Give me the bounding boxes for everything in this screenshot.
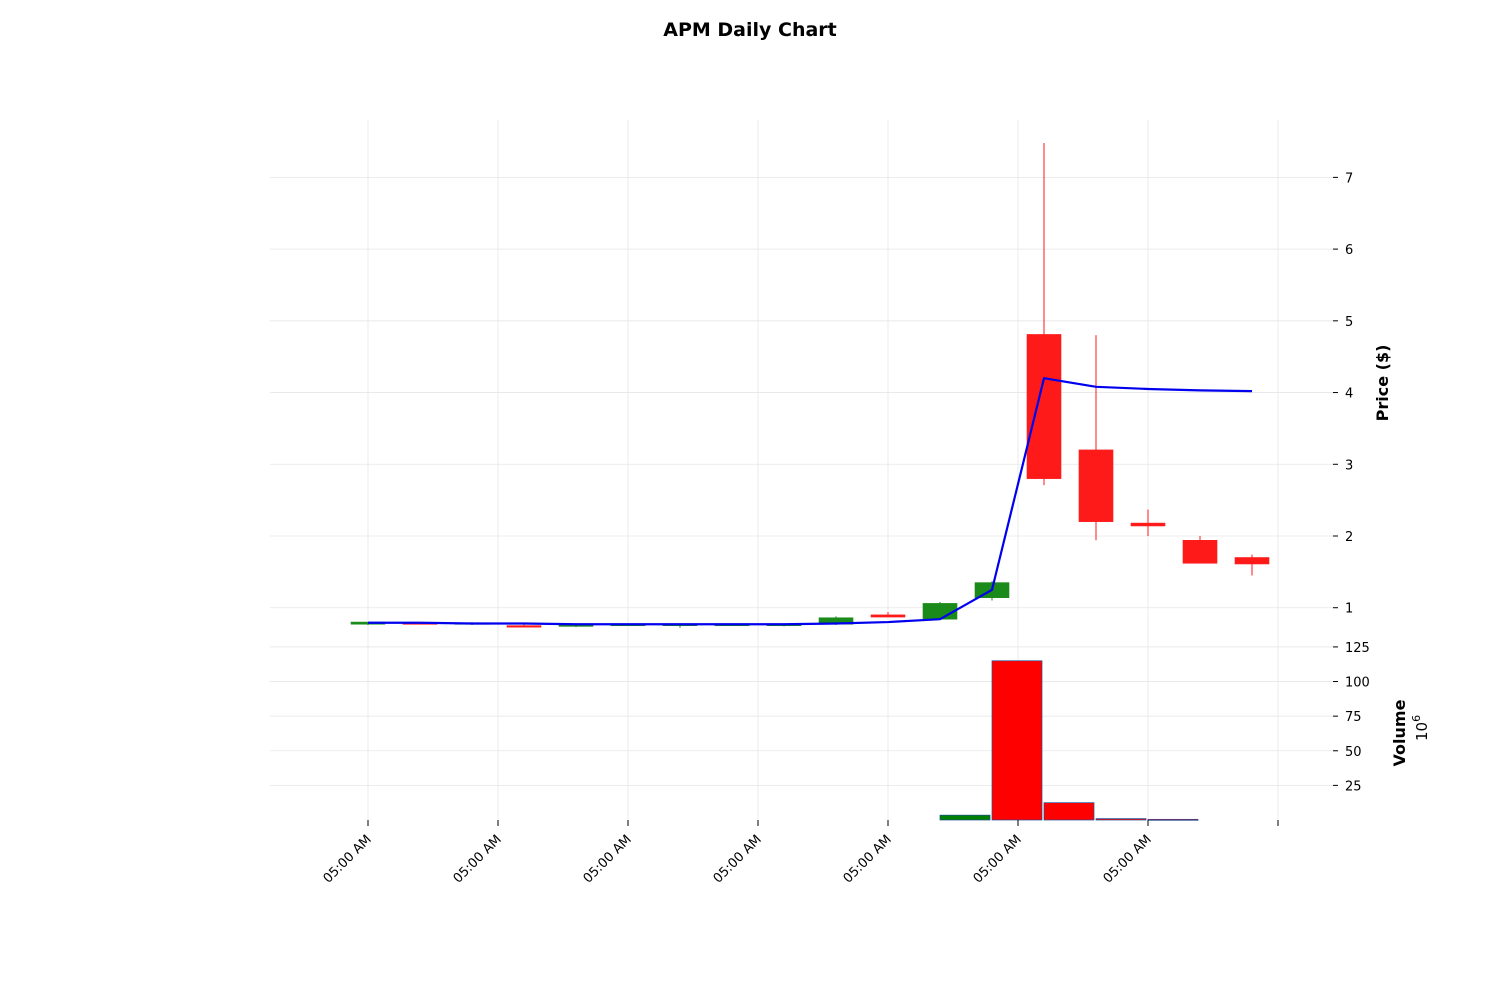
volume-axis-title: Volume <box>1390 699 1409 766</box>
x-tick-label: 05:00 AM <box>971 832 1025 886</box>
svg-text:106: 106 <box>1410 715 1431 741</box>
volume-bar <box>1095 818 1147 821</box>
price-axis: 1 2 3 4 5 6 7 <box>1333 171 1353 617</box>
price-tick-label: 7 <box>1345 171 1353 186</box>
volume-tick-label: 50 <box>1345 745 1362 760</box>
price-gridlines <box>270 176 1333 609</box>
x-tick-label: 05:00 AM <box>581 832 635 886</box>
volume-gridlines <box>270 646 1333 786</box>
candle-body-down <box>1130 522 1166 527</box>
volume-tick-label: 125 <box>1345 641 1370 656</box>
candle-body-down <box>506 625 542 628</box>
x-tick-label: 05:00 AM <box>1101 832 1155 886</box>
volume-bars-layer <box>939 660 1199 821</box>
x-gridlines <box>367 120 1279 820</box>
x-axis: 05:00 AM 05:00 AM 05:00 AM 05:00 AM 05:00 AM… <box>321 820 1279 886</box>
candle-body-down <box>1182 540 1218 564</box>
price-tick-label: 6 <box>1345 243 1353 258</box>
price-tick-label: 3 <box>1345 458 1353 473</box>
volume-tick-label: 100 <box>1345 676 1370 691</box>
candle-body-down <box>870 614 906 618</box>
price-tick-label: 2 <box>1345 530 1353 545</box>
x-tick-label: 05:00 AM <box>321 832 375 886</box>
x-tick-label: 05:00 AM <box>711 832 765 886</box>
x-tick-label: 05:00 AM <box>451 832 505 886</box>
volume-multiplier-base: 10 <box>1413 722 1431 741</box>
volume-bar <box>1043 802 1095 821</box>
volume-axis: 25 50 75 100 125 <box>1333 641 1370 794</box>
volume-multiplier-exponent: 6 <box>1410 715 1423 722</box>
volume-tick-label: 25 <box>1345 779 1362 794</box>
price-tick-label: 1 <box>1345 602 1353 617</box>
volume-bar <box>991 660 1043 821</box>
price-axis-title: Price ($) <box>1373 345 1392 422</box>
price-tick-label: 5 <box>1345 315 1353 330</box>
candle-body-down <box>1234 557 1270 565</box>
volume-bar <box>939 814 991 821</box>
moving-average-layer <box>368 377 1253 626</box>
candle-body-down <box>1026 334 1062 479</box>
chart-title: APM Daily Chart <box>663 19 837 41</box>
price-tick-label: 4 <box>1345 387 1353 402</box>
x-tick-label: 05:00 AM <box>841 832 895 886</box>
moving-average-line <box>368 377 1253 626</box>
candles-layer <box>350 142 1270 628</box>
volume-multiplier: 106 <box>1410 715 1431 741</box>
candle-body-down <box>1078 449 1114 522</box>
volume-tick-label: 75 <box>1345 710 1362 725</box>
volume-bar <box>1147 818 1199 821</box>
